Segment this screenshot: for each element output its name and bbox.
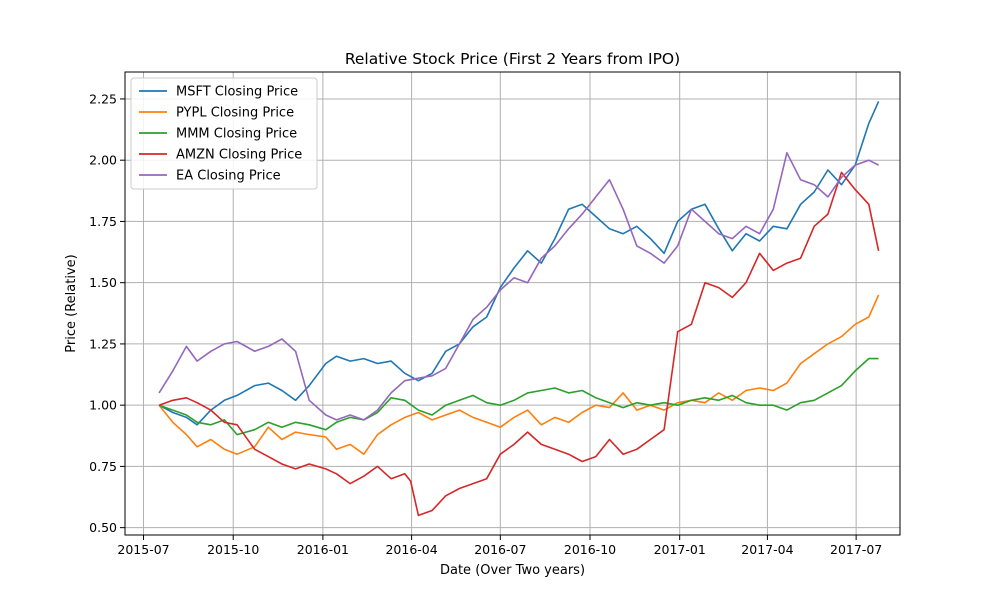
x-axis-label: Date (Over Two years) (440, 563, 585, 578)
grid (125, 72, 900, 535)
x-tick-label: 2015-10 (207, 542, 259, 557)
series-line-mmm (158, 357, 879, 436)
chart-title: Relative Stock Price (First 2 Years from… (345, 50, 680, 68)
x-tick-label: 2017-01 (654, 542, 706, 557)
y-tick-label: 2.25 (89, 91, 117, 106)
legend: MSFT Closing Price PYPL Closing Price MMM … (130, 77, 318, 190)
series-line-pypl (158, 294, 880, 456)
legend-label: EA Closing Price (176, 169, 281, 184)
legend-label: AMZN Closing Price (176, 148, 302, 163)
legend-label: MMM Closing Price (176, 127, 297, 142)
series-line-ea (158, 152, 879, 421)
x-tick-label: 2016-10 (564, 542, 616, 557)
y-tick-label: 1.75 (89, 214, 117, 229)
series-lines (158, 101, 880, 517)
legend-box (130, 77, 318, 190)
x-axis: 2015-07 2015-10 2016-01 2016-04 2016-07 2016-… (117, 535, 882, 557)
series-line-amzn (158, 171, 880, 517)
legend-label: PYPL Closing Price (176, 106, 294, 121)
y-tick-label: 0.75 (89, 459, 117, 474)
x-tick-label: 2017-07 (830, 542, 882, 557)
y-tick-label: 1.00 (89, 398, 117, 413)
legend-label: MSFT Closing Price (176, 85, 298, 100)
y-tick-label: 1.50 (89, 275, 117, 290)
y-tick-label: 1.25 (89, 336, 117, 351)
x-tick-label: 2015-07 (117, 542, 169, 557)
x-tick-label: 2016-04 (385, 542, 437, 557)
y-axis-label: Price (Relative) (64, 254, 79, 352)
y-axis: 0.50 0.75 1.00 1.25 1.50 1.75 2.00 2.25 (89, 91, 125, 535)
y-tick-label: 2.00 (89, 153, 117, 168)
x-tick-label: 2017-04 (741, 542, 793, 557)
x-tick-label: 2016-01 (297, 542, 349, 557)
series-line-msft (158, 101, 880, 426)
y-tick-label: 0.50 (89, 520, 117, 535)
plot-frame (124, 71, 901, 536)
x-tick-label: 2016-07 (474, 542, 526, 557)
